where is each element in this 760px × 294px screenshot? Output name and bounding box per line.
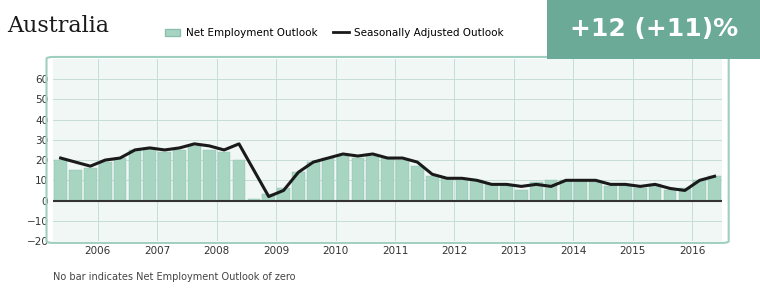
Bar [218,152,230,201]
Bar [382,158,394,201]
Bar [634,188,647,201]
Bar [663,191,676,201]
Bar [114,158,126,201]
Bar [366,156,379,201]
Bar [604,186,617,201]
Bar [337,156,350,201]
Bar [426,176,439,201]
Bar [470,180,483,201]
Bar [292,172,305,201]
Bar [277,188,290,201]
Bar [500,186,513,201]
Bar [99,162,112,201]
Bar [233,160,245,201]
Bar [352,158,364,201]
Legend: Net Employment Outlook, Seasonally Adjusted Outlook: Net Employment Outlook, Seasonally Adjus… [160,24,508,42]
Bar [396,160,409,201]
Bar [69,170,82,201]
Bar [144,148,156,201]
Bar [307,162,320,201]
Bar [128,150,141,201]
Bar [262,195,275,201]
Bar [441,178,454,201]
Bar [248,198,260,201]
Bar [411,166,423,201]
Bar [486,184,498,201]
Bar [619,186,632,201]
Bar [455,180,468,201]
Bar [173,150,186,201]
Bar [589,182,602,201]
Text: +12 (+11)%: +12 (+11)% [569,17,738,41]
Bar [54,160,67,201]
Text: Australia: Australia [8,15,109,37]
Text: No bar indicates Net Employment Outlook of zero: No bar indicates Net Employment Outlook … [53,272,296,282]
Bar [559,180,572,201]
FancyBboxPatch shape [537,0,760,62]
Bar [188,146,201,201]
Bar [515,191,527,201]
Bar [575,182,587,201]
Bar [530,182,543,201]
Bar [321,158,334,201]
Bar [158,152,171,201]
Bar [203,150,216,201]
Bar [693,180,706,201]
Bar [708,176,721,201]
Bar [545,180,557,201]
Bar [679,188,691,201]
Bar [649,184,661,201]
Bar [84,168,97,201]
